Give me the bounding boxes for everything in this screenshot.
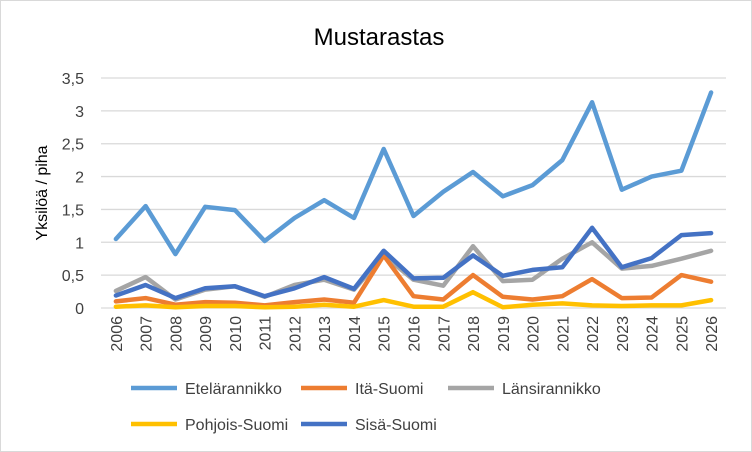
x-tick-label: 2011: [258, 316, 275, 351]
x-tick-label: 2018: [466, 316, 483, 352]
legend-label: Pohjois-Suomi: [185, 417, 288, 434]
x-tick-label: 2006: [109, 316, 126, 352]
series-line-länsirannikko: [113, 240, 714, 302]
series-line-pohjois-suomi: [113, 289, 714, 310]
x-tick-label: 2024: [645, 316, 662, 352]
x-tick-label: 2017: [436, 316, 453, 352]
y-axis-label: Yksilöä / piha: [34, 145, 51, 240]
x-tick-label: 2022: [585, 316, 602, 352]
y-tick-label: 2: [75, 170, 84, 187]
legend-label: Itä-Suomi: [355, 381, 423, 398]
x-tick-label: 2016: [407, 316, 424, 352]
chart-title: Mustarastas: [314, 24, 445, 51]
x-tick-label: 2015: [377, 316, 394, 352]
x-tick-label: 2013: [317, 316, 334, 352]
x-tick-label: 2014: [347, 316, 364, 352]
legend-label: Länsirannikko: [502, 381, 601, 398]
x-tick-label: 2023: [615, 316, 632, 352]
x-tick-label: 2010: [228, 316, 245, 352]
x-tick-label: 2026: [704, 316, 721, 352]
x-tick-label: 2009: [198, 316, 215, 352]
series-line-etelärannikko: [113, 90, 714, 257]
y-tick-label: 3,5: [62, 71, 84, 88]
series-line-sisä-suomi: [113, 225, 714, 301]
x-tick-label: 2008: [168, 316, 185, 352]
y-tick-label: 2,5: [62, 137, 84, 154]
y-tick-label: 1: [75, 235, 84, 252]
legend-label: Etelärannikko: [185, 381, 282, 398]
y-tick-label: 1,5: [62, 202, 84, 219]
x-tick-label: 2012: [287, 316, 304, 352]
x-tick-label: 2007: [139, 316, 156, 352]
series-line-itä-suomi: [113, 253, 714, 308]
legend-label: Sisä-Suomi: [355, 417, 437, 434]
x-tick-label: 2021: [555, 316, 572, 352]
x-tick-label: 2025: [674, 316, 691, 352]
y-tick-label: 0: [75, 301, 84, 318]
x-tick-label: 2020: [526, 316, 543, 352]
x-tick-label: 2019: [496, 316, 513, 352]
y-tick-label: 3: [75, 104, 84, 121]
y-tick-label: 0,5: [62, 268, 84, 285]
